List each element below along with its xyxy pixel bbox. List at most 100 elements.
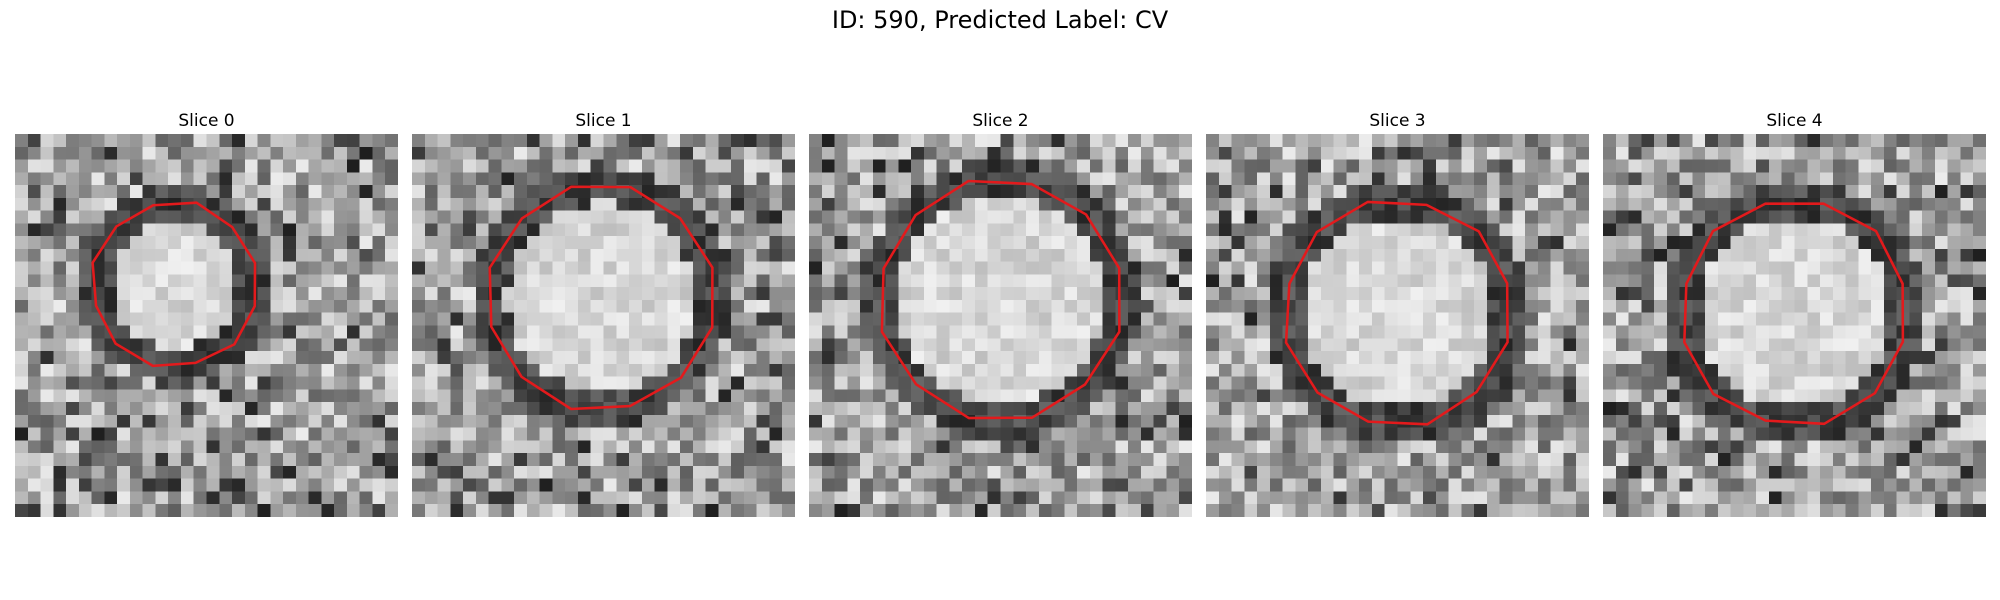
image-pixel	[847, 134, 861, 147]
image-pixel	[847, 491, 861, 505]
image-pixel	[1089, 146, 1103, 160]
image-pixel	[1909, 248, 1923, 262]
image-pixel	[1333, 414, 1347, 428]
image-pixel	[718, 185, 732, 198]
image-pixel	[1832, 197, 1846, 211]
image-pixel	[66, 504, 79, 517]
image-pixel	[15, 172, 28, 186]
image-pixel	[1550, 478, 1564, 492]
image-pixel	[743, 376, 757, 390]
image-pixel	[962, 325, 975, 339]
image-pixel	[1128, 261, 1141, 275]
image-pixel	[283, 491, 296, 505]
image-pixel	[718, 440, 732, 454]
image-pixel	[244, 414, 258, 428]
image-pixel	[552, 351, 566, 364]
image-pixel	[1794, 236, 1808, 249]
image-pixel	[117, 248, 130, 262]
image-pixel	[1628, 414, 1642, 428]
image-pixel	[1576, 261, 1589, 275]
image-pixel	[1960, 146, 1974, 160]
image-pixel	[78, 210, 92, 224]
image-pixel	[1576, 325, 1589, 339]
image-pixel	[1666, 453, 1680, 466]
image-pixel	[53, 414, 67, 428]
image-pixel	[283, 363, 296, 377]
image-pixel	[1397, 351, 1411, 364]
image-pixel	[1666, 465, 1680, 479]
image-pixel	[1153, 402, 1167, 415]
image-pixel	[244, 159, 258, 173]
image-pixel	[104, 465, 118, 479]
image-pixel	[1576, 172, 1589, 186]
slice-title: Slice 1	[575, 111, 632, 131]
image-pixel	[270, 427, 284, 441]
image-pixel	[1896, 261, 1910, 275]
image-pixel	[1820, 210, 1833, 224]
image-pixel	[1883, 453, 1897, 466]
image-pixel	[1384, 172, 1398, 186]
image-pixel	[53, 478, 67, 492]
image-pixel	[654, 299, 668, 313]
image-pixel	[193, 312, 207, 326]
image-pixel	[270, 185, 284, 198]
image-pixel	[1435, 274, 1449, 288]
image-pixel	[987, 185, 1001, 198]
image-pixel	[1257, 376, 1270, 390]
image-pixel	[821, 223, 835, 237]
image-pixel	[718, 414, 732, 428]
image-pixel	[206, 248, 220, 262]
image-pixel	[949, 197, 963, 211]
image-pixel	[283, 261, 296, 275]
image-pixel	[1550, 427, 1564, 441]
image-pixel	[1807, 351, 1821, 364]
image-pixel	[911, 185, 924, 198]
image-pixel	[1730, 261, 1744, 275]
image-pixel	[1705, 351, 1718, 364]
image-pixel	[1153, 389, 1167, 403]
image-pixel	[1089, 299, 1103, 313]
image-pixel	[680, 134, 693, 147]
image-pixel	[308, 274, 322, 288]
image-pixel	[936, 478, 950, 492]
image-pixel	[1934, 325, 1948, 339]
image-pixel	[1077, 389, 1090, 403]
image-pixel	[129, 325, 143, 339]
image-pixel	[1628, 146, 1642, 160]
image-pixel	[219, 453, 233, 466]
image-pixel	[565, 146, 578, 160]
image-pixel	[1179, 427, 1192, 441]
image-pixel	[1922, 478, 1935, 492]
image-pixel	[1628, 402, 1642, 415]
image-pixel	[1231, 159, 1245, 173]
image-pixel	[1615, 453, 1629, 466]
image-pixel	[1397, 299, 1411, 313]
image-pixel	[219, 185, 233, 198]
image-pixel	[91, 491, 105, 505]
image-pixel	[872, 236, 886, 249]
image-pixel	[1179, 274, 1192, 288]
image-pixel	[1883, 146, 1897, 160]
image-pixel	[1499, 389, 1513, 403]
image-pixel	[1512, 427, 1526, 441]
image-pixel	[1474, 274, 1487, 288]
image-pixel	[1628, 248, 1642, 262]
image-pixel	[1435, 453, 1449, 466]
image-pixel	[334, 197, 347, 211]
image-pixel	[834, 223, 848, 237]
image-pixel	[424, 491, 438, 505]
image-pixel	[1320, 402, 1334, 415]
image-pixel	[295, 223, 309, 237]
image-pixel	[1486, 210, 1500, 224]
image-pixel	[27, 236, 41, 249]
image-pixel	[641, 210, 655, 224]
image-pixel	[667, 427, 681, 441]
image-pixel	[1423, 248, 1436, 262]
image-pixel	[155, 223, 169, 237]
image-pixel	[1666, 159, 1680, 173]
image-pixel	[1013, 453, 1027, 466]
image-pixel	[1717, 261, 1731, 275]
image-pixel	[1563, 351, 1577, 364]
image-pixel	[654, 185, 668, 198]
image-pixel	[180, 287, 194, 300]
